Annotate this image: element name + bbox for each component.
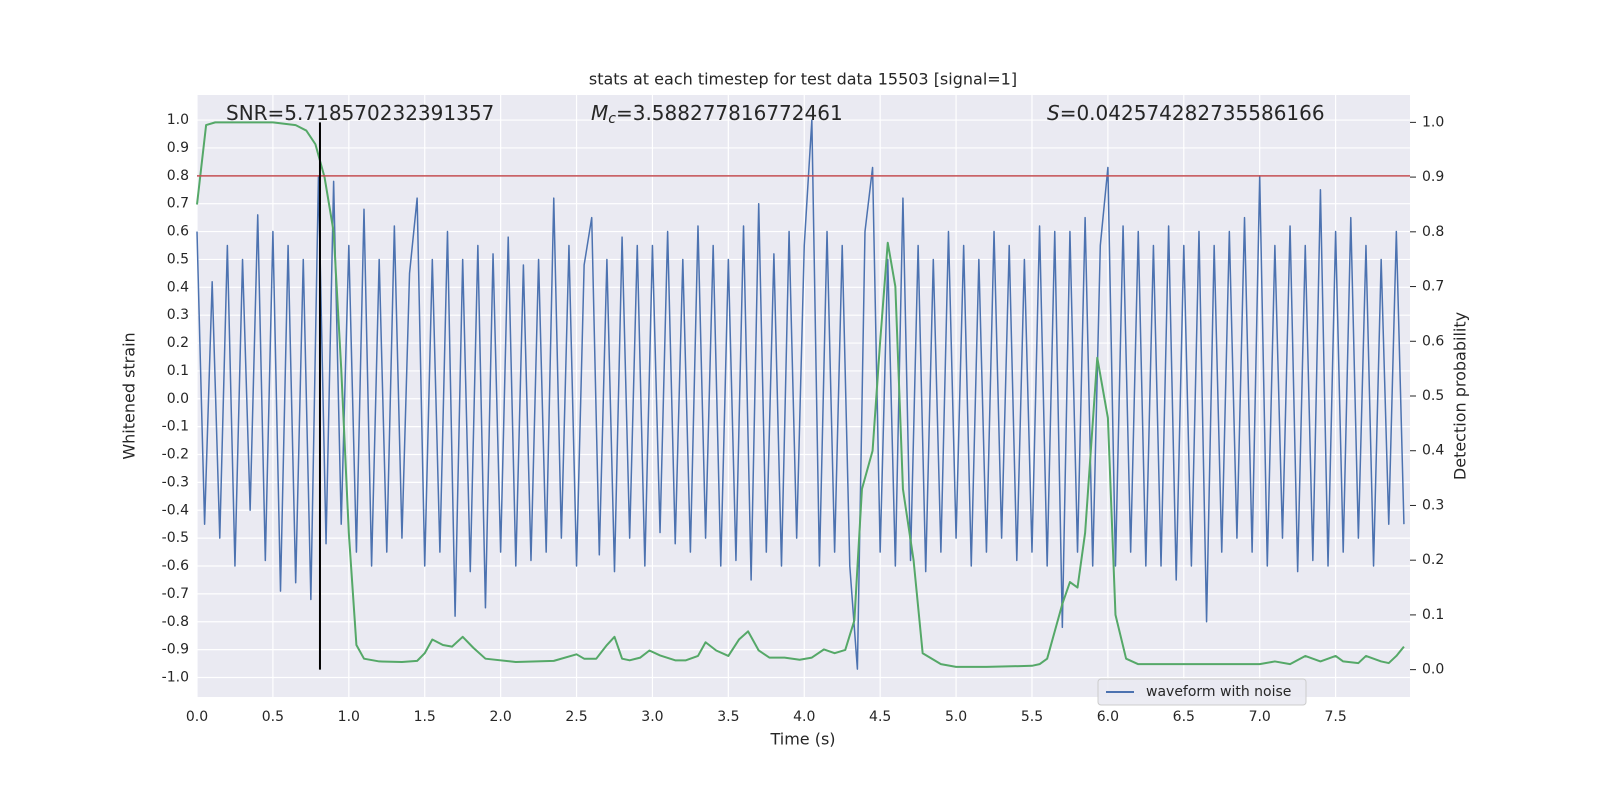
annotation-text: =0.042574282735586166 — [1060, 101, 1325, 125]
annotation-symbol: M — [591, 101, 608, 125]
legend-label: waveform with noise — [1146, 684, 1291, 700]
chart-title: stats at each timestep for test data 155… — [589, 70, 1017, 89]
annotation: Mc=3.588277816772461 — [591, 101, 843, 128]
annotation: SNR=5.718570232391357 — [226, 101, 494, 125]
y2-tick-label: 0.0 — [1422, 662, 1444, 678]
y-tick-label: -0.4 — [162, 502, 189, 518]
y-tick-label: 0.5 — [167, 251, 189, 267]
x-tick-label: 2.0 — [489, 709, 511, 725]
annotation: S=0.042574282735586166 — [1047, 101, 1325, 125]
x-tick-label: 1.0 — [338, 709, 360, 725]
y-tick-label: 0.2 — [167, 335, 189, 351]
x-tick-label: 4.5 — [869, 709, 891, 725]
x-tick-label: 3.5 — [717, 709, 739, 725]
y2-tick-label: 0.1 — [1422, 607, 1444, 623]
series-line — [196, 119, 1405, 670]
x-tick-label: 7.5 — [1324, 709, 1346, 725]
y-tick-label: 0.0 — [167, 391, 189, 407]
y2-tick-label: 0.5 — [1422, 388, 1444, 404]
y-tick-label: -0.1 — [162, 419, 189, 435]
x-tick-label: 6.5 — [1173, 709, 1195, 725]
y2-tick-label: 0.7 — [1422, 279, 1444, 295]
plot-area — [197, 95, 1410, 697]
x-tick-label: 1.5 — [414, 709, 436, 725]
y-tick-label: 0.1 — [167, 363, 189, 379]
x-tick-label: 7.0 — [1249, 709, 1271, 725]
y-tick-label: -0.3 — [162, 474, 189, 490]
y-tick-label: -1.0 — [162, 669, 189, 685]
y-tick-label: 0.4 — [167, 279, 189, 295]
x-tick-label: 0.5 — [262, 709, 284, 725]
x-tick-label: 4.0 — [793, 709, 815, 725]
x-axis-label: Time (s) — [769, 730, 835, 749]
y2-tick-label: 0.8 — [1422, 224, 1444, 240]
series-line — [196, 121, 1405, 668]
y2-tick-label: 0.9 — [1422, 169, 1444, 185]
y2-axis-label: Detection probability — [1451, 312, 1470, 480]
labels: stats at each timestep for test data 155… — [120, 70, 1470, 749]
x-tick-label: 5.0 — [945, 709, 967, 725]
annotation-text: =3.588277816772461 — [616, 101, 843, 125]
x-tick-label: 5.5 — [1021, 709, 1043, 725]
y-tick-label: 0.3 — [167, 307, 189, 323]
y2-tick-label: 0.3 — [1422, 497, 1444, 513]
y-tick-label: -0.5 — [162, 530, 189, 546]
y2-tick-label: 1.0 — [1422, 114, 1444, 130]
marks — [196, 119, 1410, 670]
y2-tick-label: 0.6 — [1422, 333, 1444, 349]
y-tick-label: -0.6 — [162, 558, 189, 574]
annotation-text: SNR=5.718570232391357 — [226, 101, 494, 125]
y-tick-label: -0.7 — [162, 586, 189, 602]
annotation-symbol: S — [1047, 101, 1060, 125]
y-tick-label: 0.6 — [167, 224, 189, 240]
y2-tick-label: 0.4 — [1422, 443, 1444, 459]
y-tick-label: -0.9 — [162, 642, 189, 658]
y-tick-label: -0.2 — [162, 447, 189, 463]
x-tick-label: 0.0 — [186, 709, 208, 725]
y-axis-label: Whitened strain — [120, 332, 139, 459]
y-tick-label: 0.8 — [167, 168, 189, 184]
y-tick-label: -0.8 — [162, 614, 189, 630]
y-tick-label: 0.7 — [167, 196, 189, 212]
x-tick-label: 3.0 — [641, 709, 663, 725]
legend-box — [1097, 678, 1307, 706]
x-tick-label: 2.5 — [565, 709, 587, 725]
y2-tick-label: 0.2 — [1422, 552, 1444, 568]
y-tick-label: 1.0 — [167, 112, 189, 128]
x-tick-label: 6.0 — [1097, 709, 1119, 725]
annotation-subscript: c — [608, 111, 616, 127]
y-tick-label: 0.9 — [167, 140, 189, 156]
